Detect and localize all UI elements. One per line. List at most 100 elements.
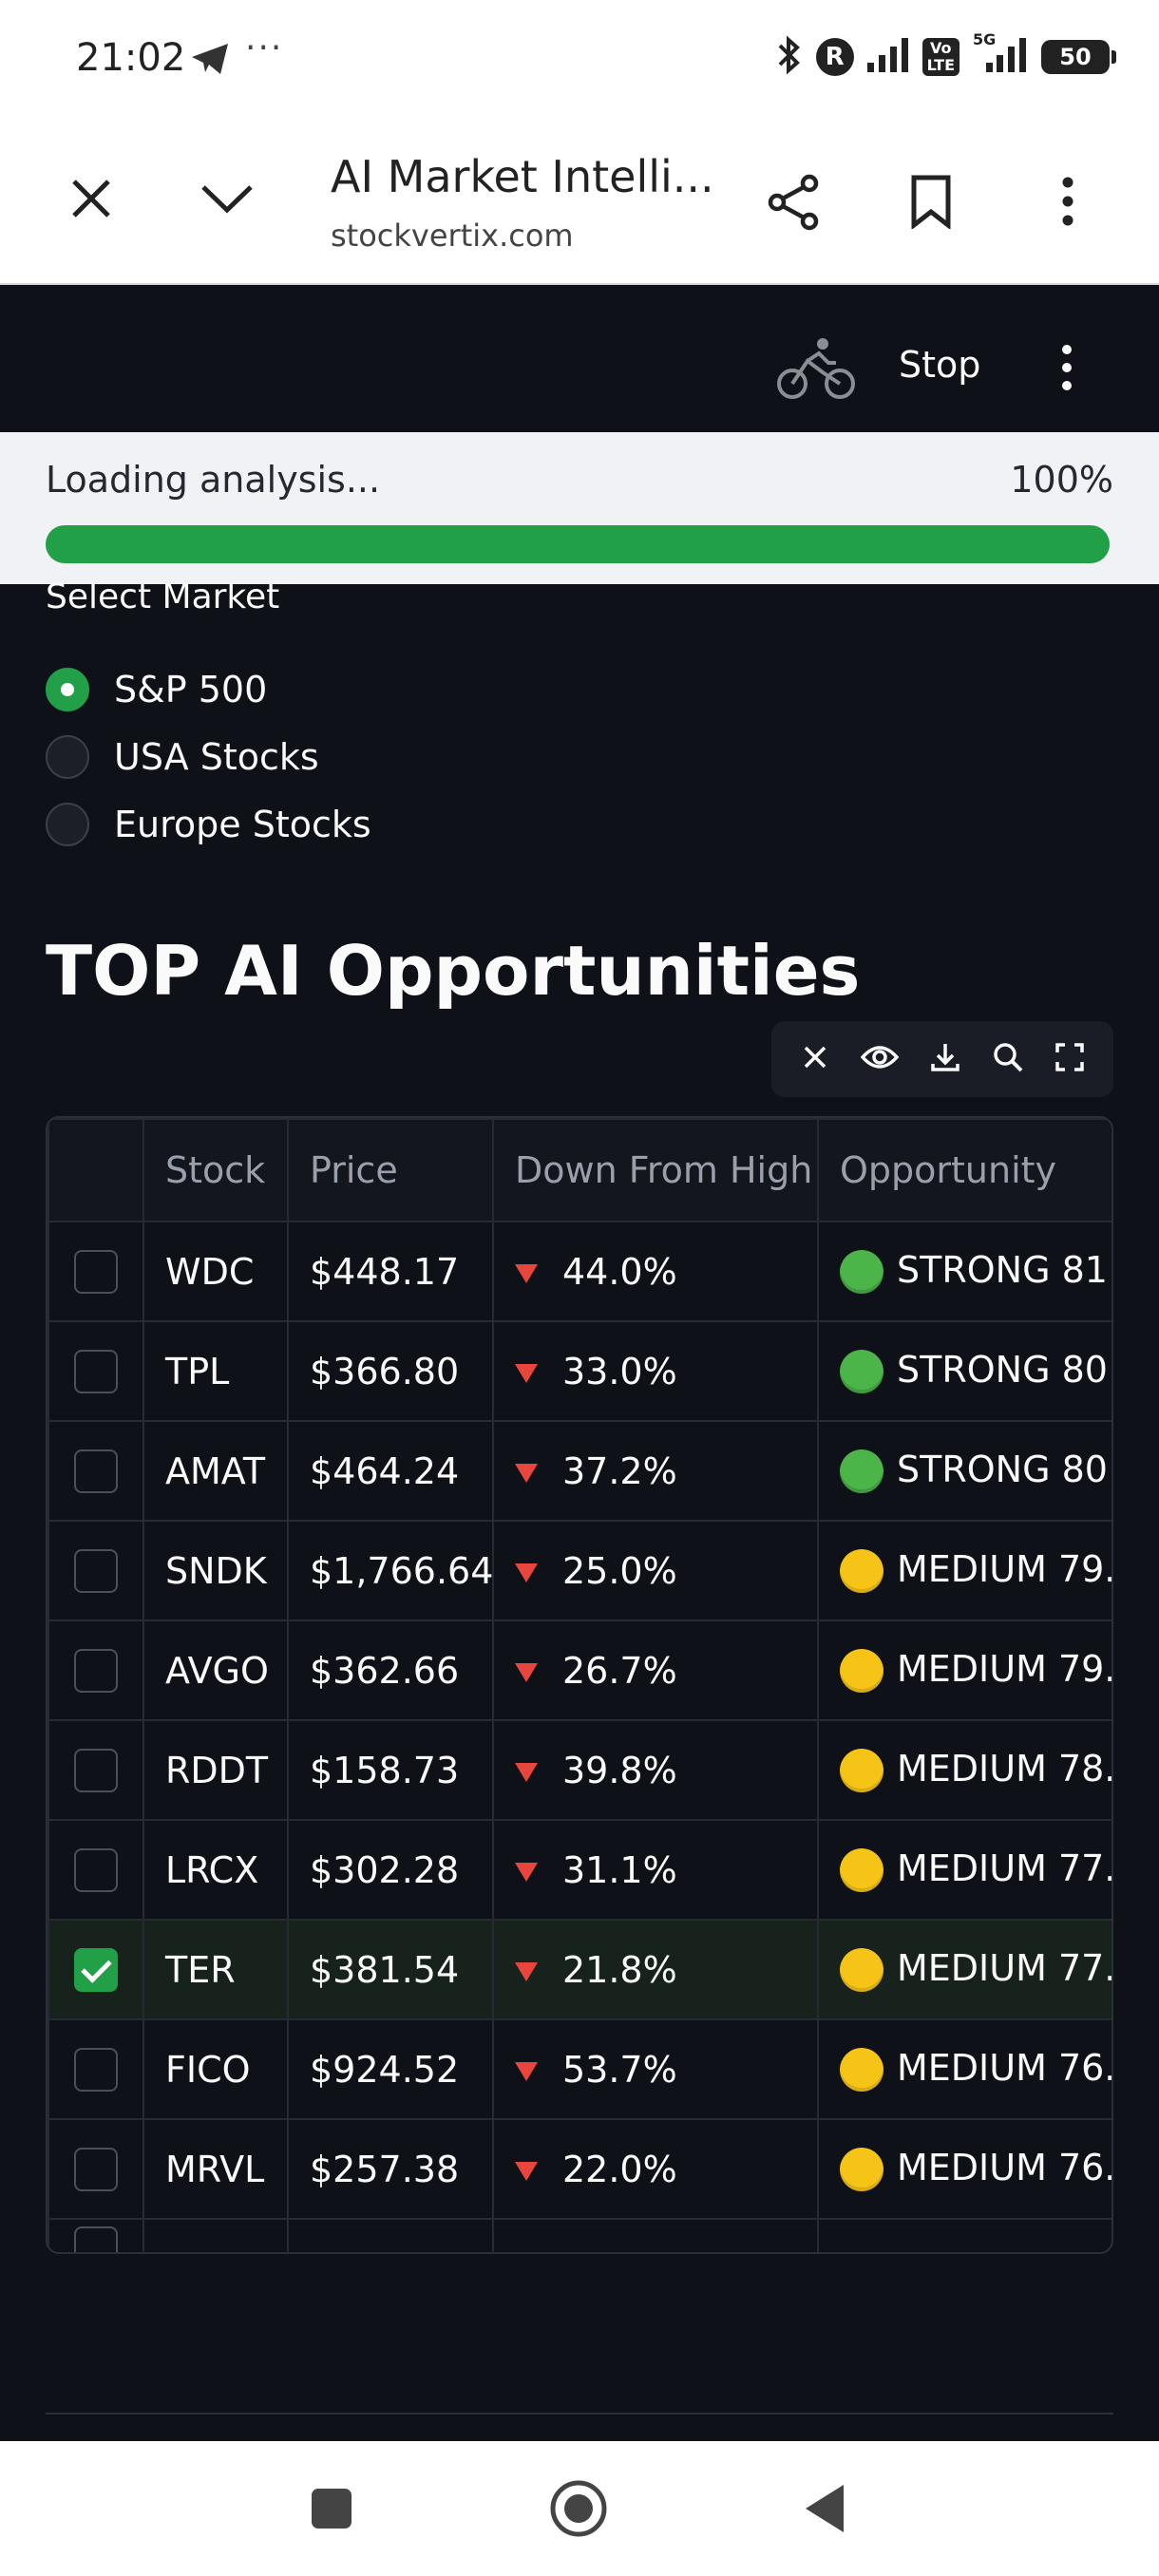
row-checkbox[interactable] [74, 1549, 118, 1594]
stock-cell[interactable]: TER [142, 1919, 289, 2020]
opportunity-cell[interactable]: STRONG 81.2 [817, 1221, 1112, 1322]
close-icon[interactable] [800, 1042, 830, 1076]
down-from-high-cell[interactable]: 37.2% [492, 1420, 819, 1522]
price-cell[interactable]: $302.28 [287, 1819, 494, 1921]
page-url[interactable]: stockvertix.com [331, 218, 574, 254]
row-select-cell[interactable] [48, 1520, 144, 1621]
row-checkbox[interactable] [74, 1350, 118, 1394]
price-cell[interactable]: $381.54 [287, 1919, 494, 2020]
stock-cell[interactable]: LRCX [142, 1819, 289, 1921]
row-checkbox[interactable] [74, 2048, 118, 2093]
volte-badge: Vo LTE [922, 38, 960, 76]
row-checkbox[interactable] [74, 1449, 118, 1494]
row-select-cell[interactable] [48, 1221, 144, 1322]
down-from-high-cell[interactable]: 22.0% [492, 2118, 819, 2220]
row-checkbox[interactable] [74, 1649, 118, 1694]
price-cell[interactable]: $448.17 [287, 1221, 494, 1322]
row-checkbox[interactable] [74, 1848, 118, 1893]
bookmark-icon[interactable] [910, 174, 952, 233]
opportunity-cell[interactable]: MEDIUM 76.3 [817, 2118, 1112, 2220]
price-cell[interactable]: $924.52 [287, 2018, 494, 2120]
row-select-cell[interactable] [48, 1819, 144, 1921]
market-option[interactable]: USA Stocks [46, 723, 371, 790]
fullscreen-icon[interactable] [1054, 1042, 1085, 1076]
row-select-cell[interactable] [48, 1619, 144, 1721]
radio-button[interactable] [46, 802, 89, 846]
table-row[interactable]: LRCX$302.28 31.1% MEDIUM 77.5 [48, 1819, 1112, 1921]
row-checkbox[interactable] [74, 1250, 118, 1295]
down-from-high-cell[interactable]: 25.0% [492, 1520, 819, 1621]
row-select-cell[interactable] [48, 1919, 144, 2020]
down-from-high-cell[interactable]: 44.0% [492, 1221, 819, 1322]
opportunity-cell[interactable]: MEDIUM 77.2 [817, 1919, 1112, 2020]
price-cell[interactable]: $366.80 [287, 1320, 494, 1422]
row-checkbox[interactable] [74, 1948, 118, 1993]
market-option[interactable]: S&P 500 [46, 655, 371, 723]
stock-cell[interactable]: AMAT [142, 1420, 289, 1522]
table-row[interactable]: AMAT$464.24 37.2% STRONG 80.0 [48, 1420, 1112, 1522]
download-icon[interactable] [929, 1041, 961, 1077]
row-select-cell[interactable] [48, 2118, 144, 2220]
chevron-down-icon[interactable] [200, 176, 255, 225]
table-row[interactable]: MRVL$257.38 22.0% MEDIUM 76.3 [48, 2118, 1112, 2220]
down-from-high-cell[interactable]: 26.7% [492, 1619, 819, 1721]
down-from-high-cell[interactable]: 21.8% [492, 1919, 819, 2020]
page-title[interactable]: AI Market Intelli... [331, 151, 714, 202]
table-row[interactable]: WDC$448.17 44.0% STRONG 81.2 [48, 1221, 1112, 1322]
row-select-cell[interactable] [48, 1320, 144, 1422]
table-row[interactable]: FICO$924.52 53.7% MEDIUM 76.3 [48, 2018, 1112, 2120]
back-icon[interactable] [804, 2483, 846, 2538]
more-vert-icon[interactable] [1056, 344, 1077, 395]
home-icon[interactable] [549, 2479, 608, 2542]
stop-button[interactable]: Stop [899, 344, 981, 386]
market-option[interactable]: Europe Stocks [46, 790, 371, 858]
opportunity-cell[interactable]: MEDIUM 78.8 [817, 1719, 1112, 1821]
column-header-stock[interactable]: Stock [142, 1118, 289, 1222]
opportunities-table[interactable]: Stock Price Down From High Opportunity W… [46, 1116, 1113, 2254]
recents-icon[interactable] [310, 2487, 353, 2534]
down-from-high-cell[interactable]: 31.1% [492, 1819, 819, 1921]
row-select-cell[interactable] [48, 1719, 144, 1821]
row-checkbox[interactable] [74, 1749, 118, 1793]
column-header-price[interactable]: Price [287, 1118, 494, 1222]
price-cell[interactable]: $1,766.64 [287, 1520, 494, 1621]
price-cell[interactable]: $464.24 [287, 1420, 494, 1522]
column-header-opportunity[interactable]: Opportunity [817, 1118, 1112, 1222]
row-select-cell[interactable] [48, 1420, 144, 1522]
search-icon[interactable] [992, 1041, 1024, 1077]
table-row[interactable]: RDDT$158.73 39.8% MEDIUM 78.8 [48, 1719, 1112, 1821]
table-row[interactable]: SNDK$1,766.64 25.0% MEDIUM 79.0 [48, 1520, 1112, 1621]
price-cell[interactable]: $362.66 [287, 1619, 494, 1721]
down-value: 25.0% [562, 1549, 677, 1592]
stock-cell[interactable]: SNDK [142, 1520, 289, 1621]
opportunity-cell[interactable]: STRONG 80.9 [817, 1320, 1112, 1422]
row-select-cell[interactable] [48, 2018, 144, 2120]
opportunity-cell[interactable]: MEDIUM 77.5 [817, 1819, 1112, 1921]
price-cell[interactable]: $257.38 [287, 2118, 494, 2220]
stock-cell[interactable]: FICO [142, 2018, 289, 2120]
down-from-high-cell[interactable]: 33.0% [492, 1320, 819, 1422]
table-row[interactable]: TPL$366.80 33.0% STRONG 80.9 [48, 1320, 1112, 1422]
down-from-high-cell[interactable]: 39.8% [492, 1719, 819, 1821]
stock-cell[interactable]: TPL [142, 1320, 289, 1422]
column-header-down-from-high[interactable]: Down From High [492, 1118, 819, 1222]
close-icon[interactable] [68, 176, 114, 225]
more-vert-icon[interactable] [1056, 176, 1079, 231]
radio-button[interactable] [46, 667, 89, 711]
row-checkbox[interactable] [74, 2148, 118, 2192]
opportunity-cell[interactable]: MEDIUM 79.0 [817, 1520, 1112, 1621]
stock-cell[interactable]: AVGO [142, 1619, 289, 1721]
share-icon[interactable] [766, 174, 823, 235]
opportunity-cell[interactable]: MEDIUM 76.3 [817, 2018, 1112, 2120]
stock-cell[interactable]: WDC [142, 1221, 289, 1322]
price-cell[interactable]: $158.73 [287, 1719, 494, 1821]
radio-button[interactable] [46, 734, 89, 779]
eye-icon[interactable] [860, 1042, 900, 1076]
table-row[interactable]: TER$381.54 21.8% MEDIUM 77.2 [48, 1919, 1112, 2020]
stock-cell[interactable]: MRVL [142, 2118, 289, 2220]
down-from-high-cell[interactable]: 53.7% [492, 2018, 819, 2120]
opportunity-cell[interactable]: STRONG 80.0 [817, 1420, 1112, 1522]
opportunity-cell[interactable]: MEDIUM 79.0 [817, 1619, 1112, 1721]
table-row[interactable]: AVGO$362.66 26.7% MEDIUM 79.0 [48, 1619, 1112, 1721]
stock-cell[interactable]: RDDT [142, 1719, 289, 1821]
